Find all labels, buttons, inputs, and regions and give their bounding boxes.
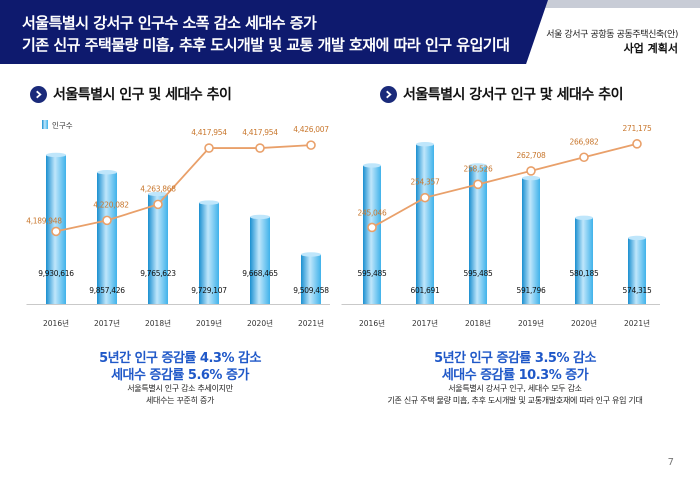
bar-cap: [46, 152, 66, 158]
bar: [522, 178, 540, 304]
document-type: 사업 계획서: [623, 42, 678, 55]
left-description-line1: 서울특별시 인구 감소 추세이지만: [127, 384, 233, 393]
right-summary-line2: 세대수 증감률 10.3% 증가: [441, 368, 589, 383]
header-title-line2: 기존 신규 주택물량 미흡, 추후 도시개발 및 교통 개발 호재에 따라 인구…: [22, 36, 510, 54]
line-point: [420, 192, 430, 203]
bar: [469, 165, 487, 304]
bar: [416, 144, 434, 304]
left-summary-line2: 세대수 증감률 5.6% 증가: [111, 368, 249, 383]
line-value-label: 4,220,082: [93, 200, 129, 209]
line-value-label: 245,046: [358, 208, 387, 217]
bar: [301, 254, 321, 304]
bar: [628, 237, 646, 304]
bar: [250, 216, 270, 304]
line-value-label: 266,982: [570, 137, 599, 146]
right-description-line2: 기존 신규 주택 물량 미흡, 추후 도시개발 및 교통개발호재에 따라 인구 …: [387, 396, 643, 405]
project-name: 서울 강서구 공항동 공동주택신축(안): [546, 30, 678, 40]
right-summary-line1: 5년간 인구 증감률 3.5% 감소: [434, 351, 596, 366]
left-summary-line1: 5년간 인구 증감률 4.3% 감소: [99, 351, 261, 366]
seoul-population-chart: 인구수 9,930,616 9,857,426 9,765,623 9,729,107 9…: [26, 120, 330, 328]
bar-cap: [522, 175, 540, 181]
bar: [97, 172, 117, 304]
line-value-label: 4,263,868: [140, 184, 176, 193]
bar-cap: [199, 200, 219, 205]
right-description-line1: 서울특별시 강서구 인구, 세대수 모두 감소: [448, 384, 582, 393]
line-point: [255, 143, 265, 153]
line-point: [153, 199, 163, 210]
bar-value-label: 601,691: [411, 286, 440, 295]
header-accent-bar: [536, 0, 700, 8]
bar-value-label: 574,315: [623, 286, 652, 295]
line-point: [102, 215, 112, 226]
left-section-title: 서울특별시 인구 및 세대수 추이: [30, 84, 232, 104]
line-value-label: 254,357: [411, 178, 440, 187]
chevron-right-icon: [30, 85, 47, 103]
bar: [575, 217, 593, 304]
bar-value-label: 9,857,426: [89, 286, 125, 295]
bar-cap: [301, 252, 321, 257]
bar-cap: [97, 170, 117, 175]
line-value-label: 4,417,954: [242, 128, 278, 137]
x-tick-label: 2020년: [247, 318, 273, 328]
line-point: [473, 179, 483, 190]
bar-value-label: 580,185: [570, 269, 599, 278]
header: 서울특별시 강서구 인구수 소폭 감소 세대수 증가 기존 신규 주택물량 미흡…: [0, 0, 700, 64]
x-tick-label: 2018년: [145, 318, 171, 328]
x-tick-label: 2021년: [298, 318, 324, 328]
bar-cap: [416, 141, 434, 147]
line-value-label: 262,708: [517, 151, 546, 160]
bar-value-label: 9,668,465: [242, 269, 278, 278]
line-point: [51, 226, 61, 237]
line-value-label: 4,417,954: [191, 128, 227, 137]
left-description-line2: 세대수는 꾸준히 증가: [145, 396, 215, 405]
bar-cap: [575, 215, 593, 220]
bar-cap: [148, 191, 168, 197]
line-point: [526, 166, 536, 176]
bar-value-label: 9,765,623: [140, 269, 176, 278]
page-number: 7: [667, 457, 674, 468]
bar-cap: [250, 214, 270, 220]
header-title-panel: [0, 0, 548, 64]
x-tick-label: 2017년: [412, 318, 438, 328]
right-section-title-text: 서울특별시 강서구 인구 맟 세대수 추이: [403, 87, 623, 103]
line-point: [632, 139, 642, 149]
line-series: [55, 144, 312, 233]
line-value-label: 271,175: [623, 124, 652, 133]
bar-cap: [363, 163, 381, 168]
legend-swatch: [42, 120, 48, 129]
bar-value-label: 9,509,458: [293, 286, 329, 295]
line-point: [367, 222, 377, 233]
bar: [363, 165, 381, 304]
gangseo-population-chart: 595,485 601,691 595,485 591,796 580,185 574,3…: [341, 124, 660, 328]
x-tick-label: 2019년: [196, 318, 222, 328]
x-tick-label: 2016년: [359, 318, 385, 328]
line-value-label: 4,426,007: [293, 125, 329, 134]
bar-value-label: 595,485: [464, 269, 493, 278]
x-tick-label: 2017년: [94, 318, 120, 328]
line-value-label: 258,526: [464, 164, 493, 173]
line-point: [204, 143, 214, 153]
line-value-label: 4,189,948: [26, 216, 62, 225]
chevron-right-icon: [380, 85, 397, 103]
bar-cap: [469, 163, 487, 168]
x-tick-label: 2016년: [43, 318, 69, 328]
bar-value-label: 9,729,107: [191, 286, 227, 295]
x-tick-label: 2019년: [518, 318, 544, 328]
bar: [148, 193, 168, 304]
header-title-line1: 서울특별시 강서구 인구수 소폭 감소 세대수 증가: [22, 14, 317, 32]
bar-value-label: 595,485: [358, 269, 387, 278]
bar: [199, 202, 219, 304]
x-tick-label: 2021년: [624, 318, 650, 328]
x-tick-label: 2020년: [571, 318, 597, 328]
right-section-title: 서울특별시 강서구 인구 맟 세대수 추이: [380, 84, 623, 104]
line-point: [306, 140, 316, 150]
bar-value-label: 9,930,616: [38, 269, 74, 278]
line-series: [371, 142, 638, 229]
x-tick-label: 2018년: [465, 318, 491, 328]
bar-value-label: 591,796: [517, 286, 546, 295]
legend-label: 인구수: [52, 120, 73, 130]
line-point: [579, 152, 589, 163]
bar-cap: [628, 235, 646, 241]
left-section-title-text: 서울특별시 인구 및 세대수 추이: [53, 87, 232, 103]
